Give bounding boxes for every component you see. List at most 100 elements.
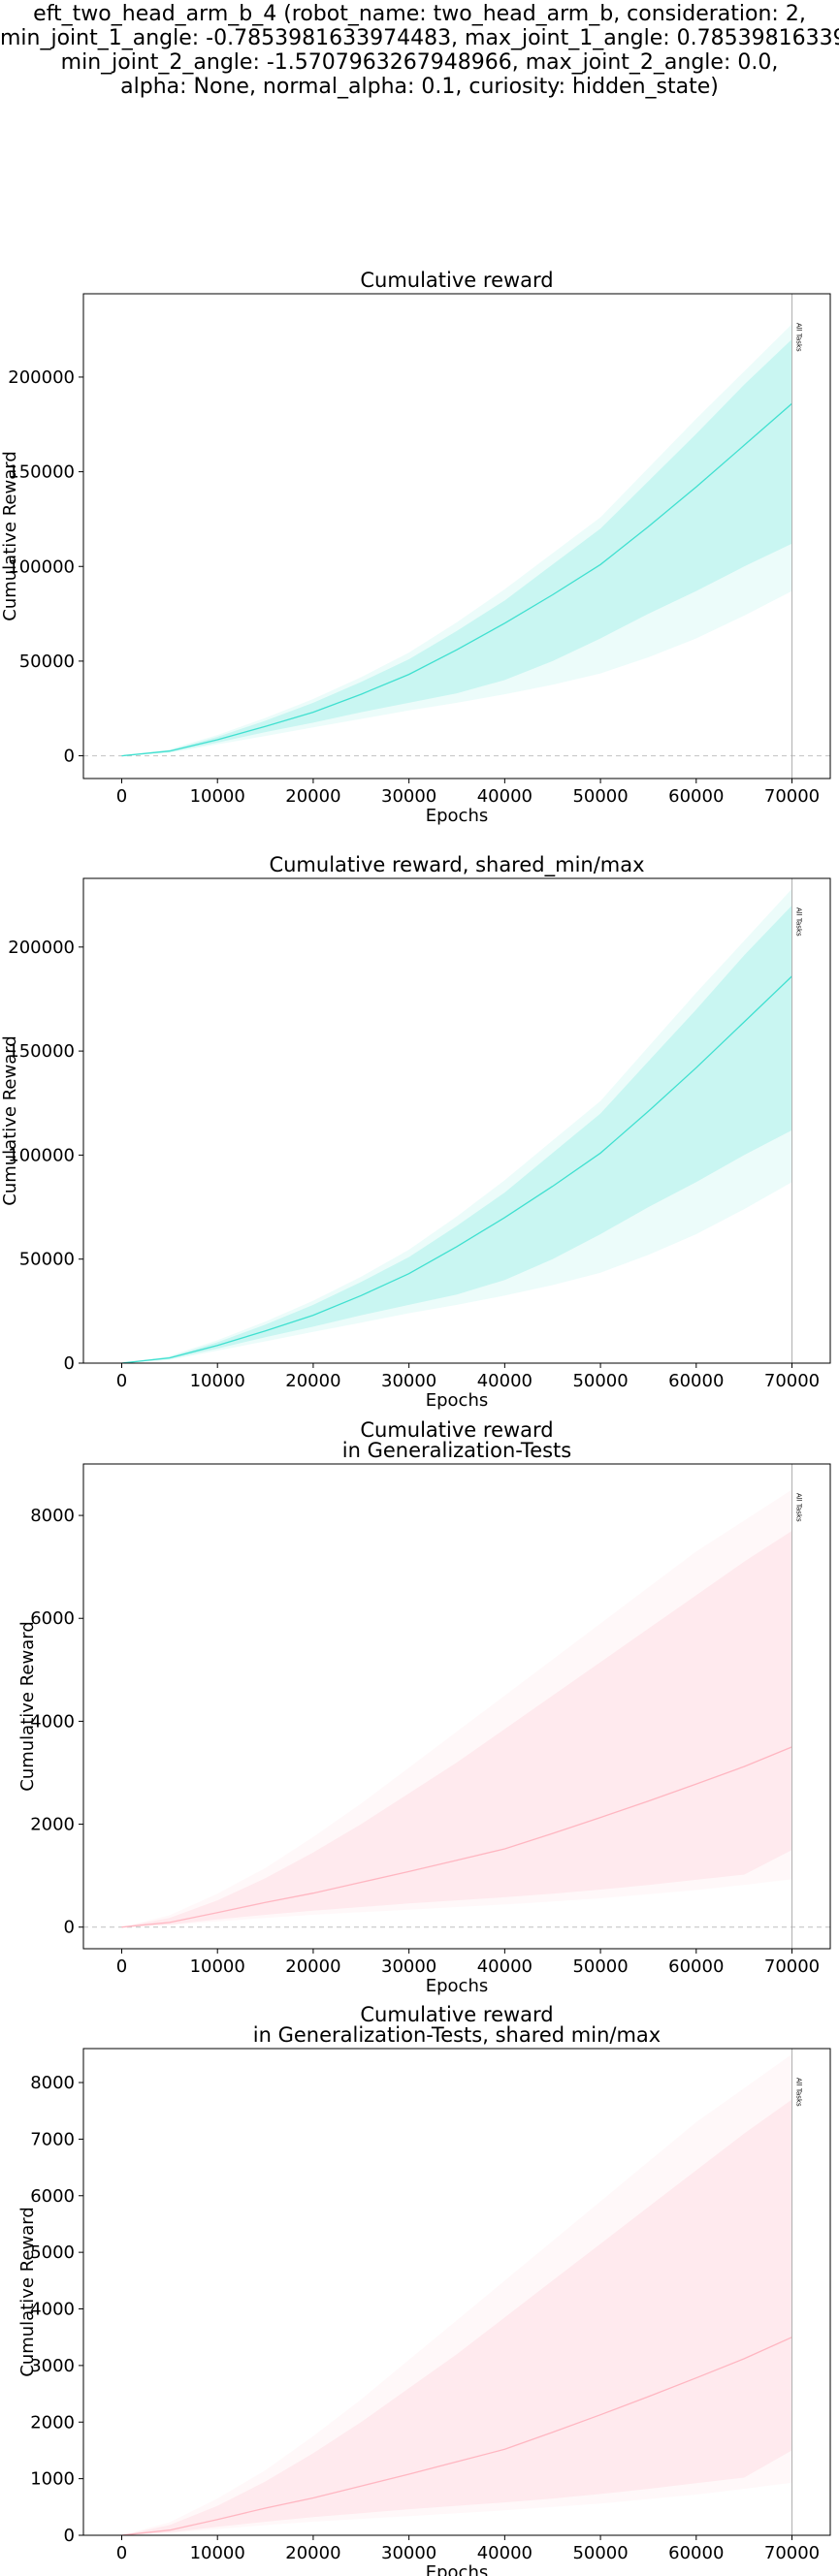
axes-frame xyxy=(82,877,831,1364)
chart-title: Cumulative reward xyxy=(360,2003,553,2026)
min-max-band xyxy=(121,324,792,756)
x-tick-label: 20000 xyxy=(285,1956,340,1977)
y-tick-label: 200000 xyxy=(8,938,75,958)
x-tick-label: 70000 xyxy=(764,1371,820,1391)
x-tick-label: 50000 xyxy=(572,2543,628,2563)
y-tick-label: 100000 xyxy=(8,1145,75,1165)
y-tick-label: 7000 xyxy=(30,2129,75,2149)
figure-suptitle: eft_two_head_arm_b_4 (robot_name: two_he… xyxy=(0,2,839,99)
x-tick-label: 40000 xyxy=(477,2543,532,2563)
y-tick-label: 100000 xyxy=(8,557,75,577)
chart-title: Cumulative reward, shared_min/max xyxy=(269,853,644,877)
x-axis-label: Epochs xyxy=(426,1390,489,1411)
x-tick-label: 10000 xyxy=(190,1956,245,1977)
y-axis-label: Cumulative Reward xyxy=(0,451,20,621)
suptitle-line: eft_two_head_arm_b_4 (robot_name: two_he… xyxy=(33,2,806,26)
y-tick-label: 5000 xyxy=(30,2242,75,2263)
y-axis-label: Cumulative Reward xyxy=(0,1035,20,1206)
std-band xyxy=(121,905,792,1363)
task-vline-label: All Tasks xyxy=(795,907,803,937)
y-tick-label: 2000 xyxy=(30,2412,75,2433)
y-tick-label: 0 xyxy=(64,747,75,767)
cumulative-reward-chart: Cumulative reward All Tasks 0 10000 20000 300… xyxy=(0,269,831,826)
chart-title: in Generalization-Tests, shared min/max xyxy=(253,2023,661,2047)
y-tick-label: 4000 xyxy=(30,2300,75,2320)
x-tick-label: 0 xyxy=(116,2543,127,2563)
x-tick-label: 10000 xyxy=(190,786,245,807)
y-tick-label: 2000 xyxy=(30,1815,75,1835)
axes-frame xyxy=(82,2048,831,2536)
y-tick-label: 4000 xyxy=(30,1711,75,1732)
task-vline-label: All Tasks xyxy=(795,2078,803,2107)
x-axis-label: Epochs xyxy=(426,1976,489,1996)
x-tick-label: 0 xyxy=(116,1371,127,1391)
suptitle-line: min_joint_1_angle: -0.7853981633974483, … xyxy=(0,26,839,50)
x-tick-label: 70000 xyxy=(764,786,820,807)
y-axis-label: Cumulative Reward xyxy=(17,1621,38,1792)
y-tick-label: 0 xyxy=(64,2526,75,2546)
x-axis-label: Epochs xyxy=(426,806,489,826)
x-tick-label: 50000 xyxy=(572,1371,628,1391)
x-tick-label: 20000 xyxy=(285,786,340,807)
x-tick-label: 60000 xyxy=(668,2543,724,2563)
x-tick-label: 60000 xyxy=(668,786,724,807)
task-vline-label: All Tasks xyxy=(795,1493,803,1522)
x-axis-label: Epochs xyxy=(426,2562,489,2576)
y-tick-label: 150000 xyxy=(8,1041,75,1062)
x-tick-label: 20000 xyxy=(285,1371,340,1391)
x-tick-label: 40000 xyxy=(477,1956,532,1977)
y-tick-label: 3000 xyxy=(30,2356,75,2376)
y-tick-label: 8000 xyxy=(30,1506,75,1526)
y-tick-label: 0 xyxy=(64,1353,75,1374)
x-tick-label: 40000 xyxy=(477,786,532,807)
x-tick-label: 40000 xyxy=(477,1371,532,1391)
min-max-band xyxy=(121,888,792,1363)
x-tick-label: 10000 xyxy=(190,1371,245,1391)
x-tick-label: 70000 xyxy=(764,2543,820,2563)
std-band xyxy=(121,2099,792,2535)
y-tick-label: 6000 xyxy=(30,1608,75,1629)
y-tick-label: 200000 xyxy=(8,367,75,388)
chart-title: in Generalization-Tests xyxy=(342,1439,571,1462)
x-tick-label: 70000 xyxy=(764,1956,820,1977)
y-tick-label: 150000 xyxy=(8,462,75,483)
suptitle-line: alpha: None, normal_alpha: 0.1, curiosit… xyxy=(120,75,719,99)
x-tick-label: 50000 xyxy=(572,1956,628,1977)
y-tick-label: 1000 xyxy=(30,2469,75,2490)
plot-area xyxy=(83,294,830,779)
x-tick-label: 30000 xyxy=(381,786,436,807)
std-band xyxy=(121,338,792,756)
min-max-band xyxy=(121,1489,792,1927)
chart-title: Cumulative reward xyxy=(360,1418,553,1442)
x-tick-label: 10000 xyxy=(190,2543,245,2563)
min-max-band xyxy=(121,2053,792,2535)
y-tick-label: 8000 xyxy=(30,2073,75,2093)
x-tick-label: 60000 xyxy=(668,1371,724,1391)
x-tick-label: 50000 xyxy=(572,786,628,807)
y-tick-label: 0 xyxy=(64,1918,75,1938)
y-axis-label: Cumulative Reward xyxy=(17,2207,38,2377)
y-tick-label: 6000 xyxy=(30,2186,75,2207)
suptitle-line: min_joint_2_angle: -1.5707963267948966, … xyxy=(60,50,779,75)
mean-line xyxy=(121,402,792,757)
cumulative-reward-shared-chart: Cumulative reward, shared_min/max All Tas… xyxy=(0,853,831,1411)
axes-frame xyxy=(82,1463,831,1950)
task-vline-label: All Tasks xyxy=(795,323,803,352)
mean-line xyxy=(121,2337,792,2535)
chart-title: Cumulative reward xyxy=(360,269,553,292)
x-tick-label: 30000 xyxy=(381,2543,436,2563)
x-tick-label: 30000 xyxy=(381,1956,436,1977)
mean-line xyxy=(121,1746,792,1928)
x-tick-label: 20000 xyxy=(285,2543,340,2563)
x-tick-label: 30000 xyxy=(381,1371,436,1391)
plot-area xyxy=(83,1464,830,1949)
x-tick-label: 0 xyxy=(116,1956,127,1977)
mean-line xyxy=(121,975,792,1363)
plot-area xyxy=(121,878,793,1363)
std-band xyxy=(121,1531,792,1927)
plot-area xyxy=(121,2049,793,2535)
y-tick-label: 50000 xyxy=(19,652,75,672)
axes-frame xyxy=(82,293,831,779)
